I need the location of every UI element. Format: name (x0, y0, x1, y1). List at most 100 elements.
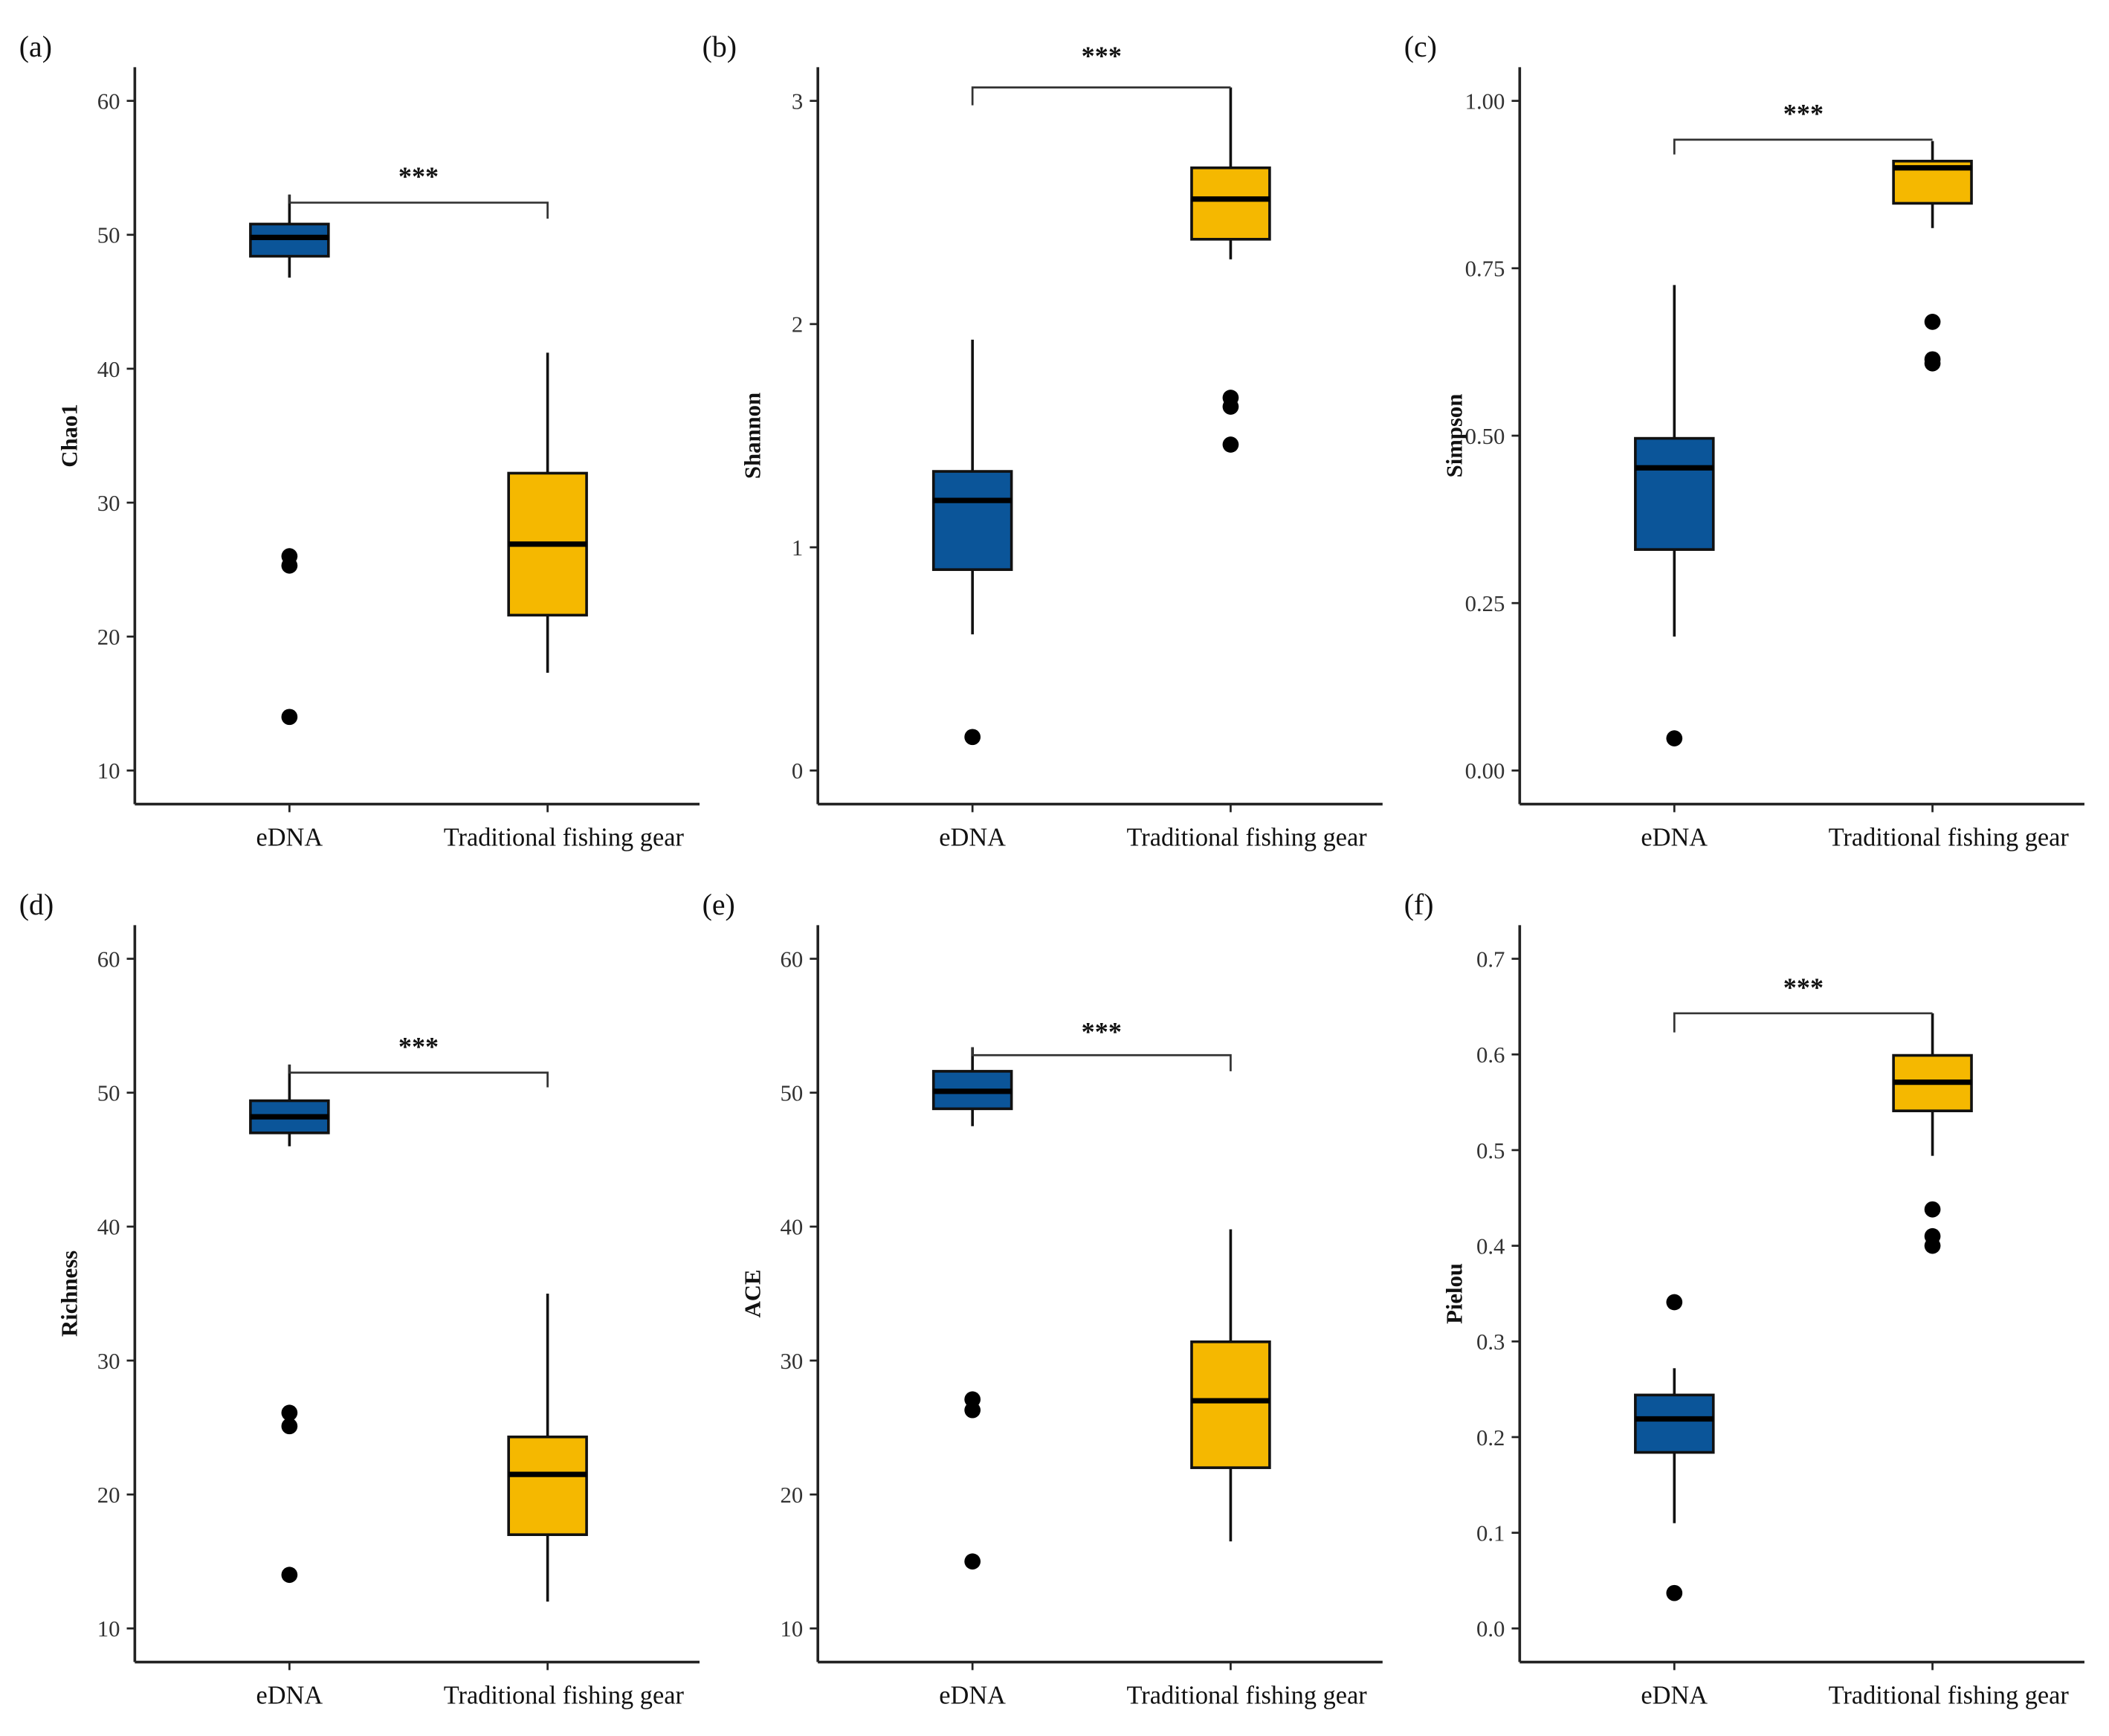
x-tick-label: eDNA (939, 824, 1006, 852)
outlier-point (1666, 730, 1683, 746)
box-iqr (1634, 436, 1715, 551)
y-axis-label: Shannon (740, 393, 765, 479)
significance-bracket (1673, 1012, 1933, 1033)
outlier-point (964, 729, 981, 746)
y-tick-label: 10 (97, 1616, 120, 1642)
panel-label: (e) (703, 888, 735, 921)
y-tick-label: 3 (792, 89, 803, 114)
significance-bracket (971, 1047, 1232, 1071)
chart-panel: (d) 10 20 30 40 50 60 Richness eDNA Traditional f… (19, 888, 700, 1710)
panel-label: (a) (19, 30, 52, 63)
significance-bracket (971, 86, 1231, 106)
y-tick-label: 20 (781, 1482, 804, 1508)
y-tick-label: 1 (792, 535, 803, 561)
box-iqr (1190, 166, 1271, 241)
outlier-point (281, 709, 298, 726)
y-tick-label: 2 (792, 312, 803, 338)
outlier-point (1666, 1584, 1683, 1601)
y-axis-label: Richness (57, 1251, 83, 1337)
panel-label: (d) (19, 888, 54, 921)
y-axis-label: ACE (740, 1270, 765, 1318)
y-axis-label: Simpson (1442, 394, 1467, 478)
y-tick-label: 0.50 (1465, 424, 1505, 449)
y-tick-label: 0.5 (1476, 1138, 1505, 1164)
y-tick-label: 0.6 (1476, 1042, 1505, 1068)
x-tick-label: eDNA (1641, 824, 1708, 852)
chart-panel: (f) 0.0 0.1 0.2 0.3 0.4 0.5 0.6 0.7 Pielou eDNA Tra… (1404, 888, 2084, 1710)
outlier-point (1222, 436, 1239, 453)
outlier-point (964, 1401, 981, 1419)
x-tick-label: eDNA (1641, 1682, 1708, 1710)
y-tick-label: 0 (792, 758, 803, 784)
x-tick-label: Traditional fishing gear (444, 824, 685, 852)
y-axis-label: Chao1 (57, 404, 83, 467)
panel-label: (b) (703, 30, 737, 63)
outlier-point (281, 1566, 298, 1584)
significance-label: *** (1082, 1017, 1122, 1047)
y-tick-label: 0.7 (1476, 946, 1505, 972)
outlier-point (1924, 355, 1941, 372)
significance-bracket (288, 194, 549, 219)
x-tick-label: Traditional fishing gear (444, 1682, 685, 1710)
chart-panel: (c) 0.00 0.25 0.50 0.75 1.00 Simpson eDNA Tradit… (1404, 30, 2084, 852)
outlier-point (281, 557, 298, 574)
significance-label: *** (1082, 41, 1122, 71)
significance-bracket (288, 1064, 549, 1088)
outlier-point (1666, 1294, 1683, 1311)
chart-panel: (b) 0 1 2 3 Shannon eDNA Traditional fishing ge… (703, 30, 1383, 852)
y-tick-label: 10 (781, 1616, 804, 1642)
y-tick-label: 0.3 (1476, 1329, 1505, 1355)
y-tick-label: 20 (97, 1482, 120, 1508)
y-tick-label: 40 (97, 357, 120, 382)
x-tick-label: eDNA (256, 1682, 323, 1710)
y-tick-label: 0.4 (1476, 1233, 1505, 1259)
y-tick-label: 30 (97, 491, 120, 516)
significance-label: *** (1783, 99, 1824, 129)
y-tick-label: 0.25 (1465, 591, 1505, 616)
y-tick-label: 0.00 (1465, 758, 1505, 784)
y-tick-label: 50 (97, 1081, 120, 1106)
x-tick-label: Traditional fishing gear (1127, 1682, 1368, 1710)
x-tick-label: eDNA (939, 1682, 1006, 1710)
significance-label: *** (398, 1031, 439, 1061)
y-tick-label: 1.00 (1465, 89, 1505, 114)
panel-label: (f) (1404, 888, 1434, 921)
outlier-point (1222, 398, 1239, 415)
outlier-point (281, 1404, 298, 1422)
y-tick-label: 60 (781, 946, 804, 972)
outlier-point (1924, 314, 1941, 330)
y-tick-label: 0.1 (1476, 1520, 1505, 1546)
y-axis-label: Pielou (1442, 1263, 1467, 1324)
y-tick-label: 60 (97, 946, 120, 972)
y-tick-label: 60 (97, 89, 120, 114)
box-iqr (1190, 1340, 1271, 1469)
outlier-point (1924, 1237, 1941, 1254)
y-tick-label: 40 (781, 1215, 804, 1240)
y-tick-label: 0.0 (1476, 1616, 1505, 1642)
chart-panel: (e) 10 20 30 40 50 60 ACE eDNA Traditional fishin… (703, 888, 1383, 1710)
outlier-point (1924, 1201, 1941, 1218)
box-iqr (1634, 1393, 1715, 1454)
y-tick-label: 30 (781, 1349, 804, 1374)
panel-label: (c) (1404, 30, 1437, 63)
box-iqr (507, 1435, 588, 1537)
significance-label: *** (398, 161, 439, 191)
x-tick-label: Traditional fishing gear (1127, 824, 1368, 852)
significance-bracket (1673, 138, 1933, 155)
y-tick-label: 0.75 (1465, 256, 1505, 282)
y-tick-label: 50 (97, 223, 120, 248)
y-tick-label: 50 (781, 1081, 804, 1106)
box-iqr (931, 470, 1013, 571)
outlier-point (281, 1418, 298, 1435)
x-tick-label: eDNA (256, 824, 323, 852)
outlier-point (964, 1553, 981, 1570)
x-tick-label: Traditional fishing gear (1829, 1682, 2070, 1710)
significance-label: *** (1783, 972, 1824, 1002)
y-tick-label: 0.2 (1476, 1425, 1505, 1451)
x-tick-label: Traditional fishing gear (1829, 824, 2070, 852)
y-tick-label: 20 (97, 625, 120, 650)
chart-panel: (a) 10 20 30 40 50 60 Chao1 eDNA Traditional fish… (19, 30, 700, 852)
y-tick-label: 40 (97, 1215, 120, 1240)
y-tick-label: 10 (97, 758, 120, 784)
